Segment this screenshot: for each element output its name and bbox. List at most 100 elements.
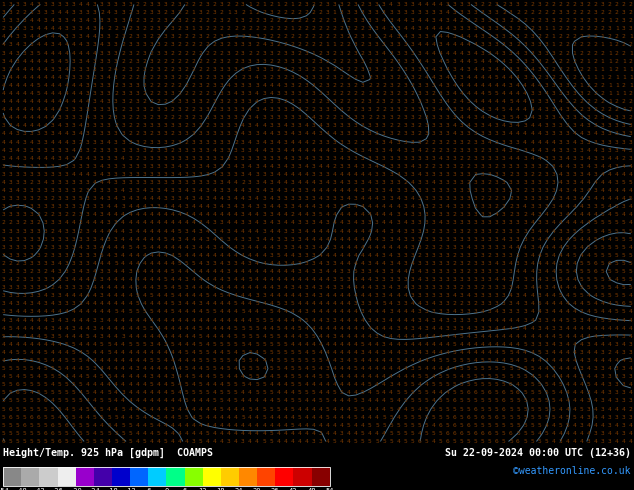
Text: 3: 3	[107, 156, 111, 161]
Text: 3: 3	[446, 310, 450, 315]
Text: 2: 2	[51, 228, 55, 234]
Text: 4: 4	[234, 196, 238, 201]
Text: 3: 3	[15, 196, 19, 201]
Text: 5: 5	[44, 423, 48, 428]
Text: 2: 2	[283, 2, 287, 7]
Text: 2: 2	[191, 50, 195, 55]
Text: 5: 5	[481, 358, 484, 363]
Text: 3: 3	[403, 91, 407, 96]
Text: 3: 3	[326, 172, 330, 177]
Text: 5: 5	[8, 374, 12, 379]
Text: 3: 3	[297, 196, 301, 201]
Text: 2: 2	[157, 75, 160, 80]
Text: 4: 4	[474, 50, 477, 55]
Text: 4: 4	[297, 204, 301, 209]
Text: 4: 4	[227, 294, 231, 298]
Text: 5: 5	[30, 431, 33, 436]
Text: 4: 4	[347, 415, 351, 419]
Text: 4: 4	[164, 382, 167, 387]
Text: 4: 4	[191, 358, 195, 363]
Text: 3: 3	[396, 277, 400, 282]
Text: 3: 3	[86, 123, 89, 128]
Text: 6: 6	[30, 415, 33, 419]
Text: 3: 3	[191, 156, 195, 161]
Text: 3: 3	[389, 172, 393, 177]
Text: 3: 3	[8, 2, 12, 7]
Text: 3: 3	[573, 156, 576, 161]
Text: 3: 3	[481, 269, 484, 274]
Text: 5: 5	[199, 358, 202, 363]
Text: 3: 3	[615, 366, 619, 371]
Text: 4: 4	[262, 164, 266, 169]
Text: 3: 3	[79, 261, 82, 266]
Text: 3: 3	[79, 164, 82, 169]
Text: 6: 6	[509, 431, 513, 436]
Text: 3: 3	[460, 188, 463, 193]
Text: 3: 3	[417, 59, 421, 64]
Text: 3: 3	[262, 294, 266, 298]
Text: 4: 4	[220, 212, 224, 218]
Text: 3: 3	[199, 115, 202, 120]
Text: 2: 2	[184, 91, 188, 96]
Text: 3: 3	[248, 147, 252, 152]
Text: 3: 3	[157, 172, 160, 177]
Text: 4: 4	[157, 212, 160, 218]
Text: 3: 3	[382, 99, 386, 104]
Text: 5: 5	[537, 398, 541, 403]
Text: 5: 5	[206, 391, 210, 395]
Text: 3: 3	[516, 237, 520, 242]
Text: 3: 3	[241, 115, 245, 120]
Text: 3: 3	[579, 310, 583, 315]
Text: 4: 4	[545, 326, 548, 331]
Text: 3: 3	[375, 334, 379, 339]
Text: 3: 3	[191, 140, 195, 145]
Text: 4: 4	[150, 334, 153, 339]
Text: 2: 2	[516, 43, 520, 48]
Text: 3: 3	[382, 188, 386, 193]
Text: 3: 3	[8, 147, 12, 152]
Text: 3: 3	[586, 204, 590, 209]
Text: 3: 3	[502, 18, 506, 23]
Text: 5: 5	[396, 358, 400, 363]
Text: 4: 4	[157, 366, 160, 371]
Text: 2: 2	[191, 75, 195, 80]
Text: 4: 4	[354, 342, 358, 347]
Text: 4: 4	[389, 301, 393, 306]
Text: 2: 2	[615, 59, 619, 64]
Text: 5: 5	[382, 439, 386, 444]
Text: 4: 4	[100, 423, 104, 428]
Text: 5: 5	[248, 407, 252, 412]
Text: 4: 4	[157, 374, 160, 379]
Text: 3: 3	[65, 237, 68, 242]
Text: 4: 4	[262, 180, 266, 185]
Text: 4: 4	[164, 366, 167, 371]
Text: 4: 4	[537, 131, 541, 136]
Text: 4: 4	[283, 318, 287, 322]
Text: 5: 5	[615, 301, 619, 306]
Text: 3: 3	[44, 228, 48, 234]
Text: 3: 3	[467, 237, 470, 242]
Text: 5: 5	[241, 334, 245, 339]
Text: 3: 3	[37, 261, 41, 266]
Text: 4: 4	[375, 366, 379, 371]
Text: 4: 4	[559, 253, 562, 258]
Text: 5: 5	[573, 253, 576, 258]
Text: 4: 4	[37, 342, 41, 347]
Text: 3: 3	[516, 277, 520, 282]
Text: 3: 3	[559, 228, 562, 234]
Text: 3: 3	[523, 172, 527, 177]
Text: 4: 4	[593, 180, 597, 185]
Text: 3: 3	[37, 140, 41, 145]
Text: 5: 5	[164, 237, 167, 242]
Text: 3: 3	[100, 212, 104, 218]
Text: 4: 4	[121, 228, 125, 234]
Text: 5: 5	[1, 391, 5, 395]
Text: 6: 6	[495, 415, 499, 419]
Bar	[39, 467, 58, 487]
Text: 3: 3	[311, 75, 315, 80]
Text: 5: 5	[523, 439, 527, 444]
Text: 2: 2	[269, 26, 273, 31]
Text: 4: 4	[382, 50, 386, 55]
Text: 2: 2	[319, 34, 323, 39]
Text: 2: 2	[593, 107, 597, 112]
